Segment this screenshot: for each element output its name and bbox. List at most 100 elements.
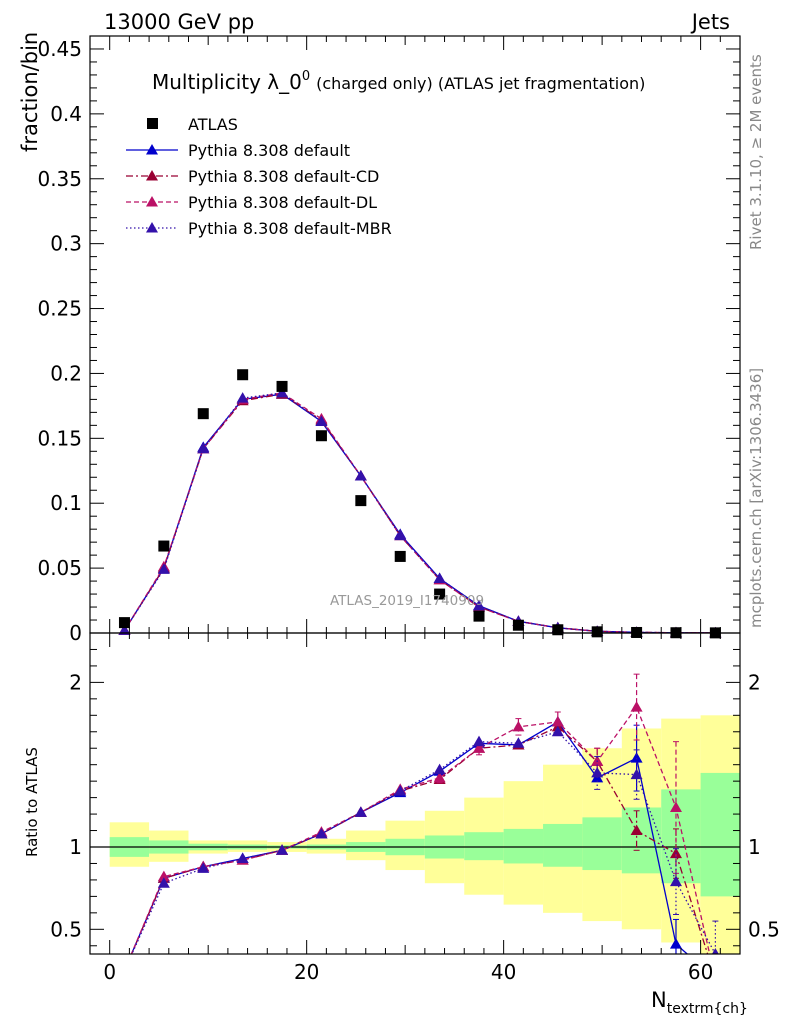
- ratio-uncertainty-bands: [90, 715, 740, 954]
- atlas-data-point: [355, 495, 367, 507]
- ratio-series-point: [711, 948, 719, 954]
- ratio-xtick-label: 0: [103, 960, 116, 984]
- ratio-series-point: [433, 771, 446, 783]
- uncertainty-band-green: [503, 828, 544, 864]
- ratio-series-point: [512, 737, 525, 748]
- ratio-series-point: [118, 964, 130, 975]
- main-ytick-label: 0.35: [37, 167, 82, 191]
- main-ytick-label: 0.05: [37, 556, 82, 580]
- main-series-point: [118, 624, 131, 635]
- main-series-point: [473, 599, 486, 611]
- uncertainty-band-green: [582, 817, 622, 871]
- main-axes: 0 0.05 0.1 0.15 0.2 0.25 0.3 0.35 0.4 0.45: [37, 36, 740, 645]
- ratio-series-point: [669, 875, 682, 887]
- ratio-series-point: [669, 938, 682, 949]
- ratio-series-point: [512, 720, 525, 732]
- xlabel-sub: textrm{ch}: [667, 1001, 748, 1017]
- ratio-series-point: [630, 824, 643, 836]
- ratio-xtick-label: 20: [294, 960, 319, 984]
- ratio-axes: 0.5 0.51 12 20 20 40 60: [50, 633, 780, 984]
- ratio-series-line: [130, 721, 689, 954]
- legend-marker-atlas: [147, 118, 158, 129]
- atlas-data-point: [552, 624, 564, 636]
- main-ylabel: fraction/bin: [18, 32, 42, 152]
- ratio-series-point: [197, 862, 210, 873]
- ratio-series-point: [118, 964, 130, 975]
- main-series-point: [433, 572, 446, 583]
- ratio-series-point: [315, 827, 328, 839]
- ratio-series-point: [394, 785, 407, 796]
- ratio-series-point: [118, 964, 130, 975]
- atlas-data-point: [118, 617, 130, 629]
- main-series-point: [276, 386, 289, 398]
- ratio-series-line: [131, 731, 716, 954]
- title-main: Multiplicity λ_0: [152, 70, 302, 94]
- xlabel-main: N: [651, 988, 667, 1012]
- main-ytick-label: 0: [69, 621, 82, 645]
- main-series-layer: [118, 369, 722, 639]
- ratio-xtick-label: 40: [491, 960, 516, 984]
- main-series-point: [197, 442, 210, 454]
- uncertainty-band-green: [621, 807, 662, 874]
- ratio-series-point: [473, 742, 486, 753]
- ratio-xlabel: Ntextrm{ch}: [651, 988, 748, 1017]
- atlas-data-point: [473, 610, 485, 622]
- category-label: Jets: [690, 10, 730, 34]
- ratio-ytick-label-right: 2: [748, 670, 761, 694]
- chart-title: Multiplicity λ_00 (charged only) (ATLAS j…: [152, 69, 645, 94]
- main-ytick-label: 0.2: [50, 361, 82, 385]
- legend: ATLAS Pythia 8.308 default Pythia 8.308 de…: [126, 115, 392, 238]
- title-rest: (charged only) (ATLAS jet fragmentation): [316, 74, 645, 93]
- ratio-series-point: [276, 844, 289, 855]
- ratio-series-point: [591, 766, 604, 778]
- uncertainty-band-green: [543, 823, 583, 867]
- ratio-series-point: [630, 701, 643, 712]
- ratio-series-layer: [118, 673, 719, 975]
- source-label: mcplots.cern.ch [arXiv:1306.3436]: [747, 368, 765, 628]
- main-ytick-label: 0.25: [37, 297, 82, 321]
- main-series-point: [394, 529, 407, 541]
- ratio-ytick-label: 0.5: [50, 917, 82, 941]
- main-ytick-label: 0.4: [50, 102, 82, 126]
- uncertainty-band-green: [700, 772, 740, 897]
- main-series-point: [157, 563, 170, 574]
- ratio-series-point: [551, 715, 564, 727]
- ratio-ytick-label: 1: [69, 835, 82, 859]
- atlas-data-point: [591, 626, 603, 638]
- ratio-series-line: [130, 705, 711, 954]
- main-series-point: [236, 392, 249, 403]
- ratio-series-point: [630, 752, 643, 763]
- atlas-data-point: [394, 550, 406, 562]
- analysis-watermark: ATLAS_2019_I1740909: [330, 593, 484, 609]
- legend-marker: [146, 222, 158, 233]
- legend-label: Pythia 8.308 default-DL: [188, 193, 377, 212]
- ratio-series-point: [473, 735, 486, 747]
- atlas-data-point: [315, 430, 327, 442]
- ratio-series-point: [236, 852, 249, 864]
- ratio-ylabel: Ratio to ATLAS: [23, 747, 41, 857]
- ratio-xtick-label: 60: [688, 960, 713, 984]
- ratio-series-point: [433, 763, 446, 775]
- main-ytick-label: 0.45: [37, 37, 82, 61]
- legend-label: Pythia 8.308 default: [188, 141, 350, 160]
- main-ytick-label: 0.15: [37, 426, 82, 450]
- ratio-ytick-label: 2: [69, 670, 82, 694]
- ratio-series-point: [118, 964, 130, 975]
- ratio-series-point: [157, 870, 170, 882]
- atlas-data-point: [434, 588, 446, 600]
- ratio-ytick-label-right: 0.5: [748, 917, 780, 941]
- ratio-panel-frame: [89, 632, 741, 955]
- main-series-point: [315, 415, 328, 426]
- ratio-series-point: [354, 806, 367, 817]
- atlas-data-point: [276, 380, 288, 392]
- title-sup: 0: [302, 69, 310, 84]
- legend-marker: [146, 170, 158, 181]
- ratio-series-point: [669, 801, 682, 812]
- ratio-ytick-label-right: 1: [748, 835, 761, 859]
- energy-label: 13000 GeV pp: [104, 10, 254, 34]
- atlas-data-point: [512, 619, 524, 631]
- ratio-series-point: [630, 768, 643, 780]
- atlas-data-point: [237, 369, 249, 381]
- uncertainty-band-green: [464, 832, 504, 861]
